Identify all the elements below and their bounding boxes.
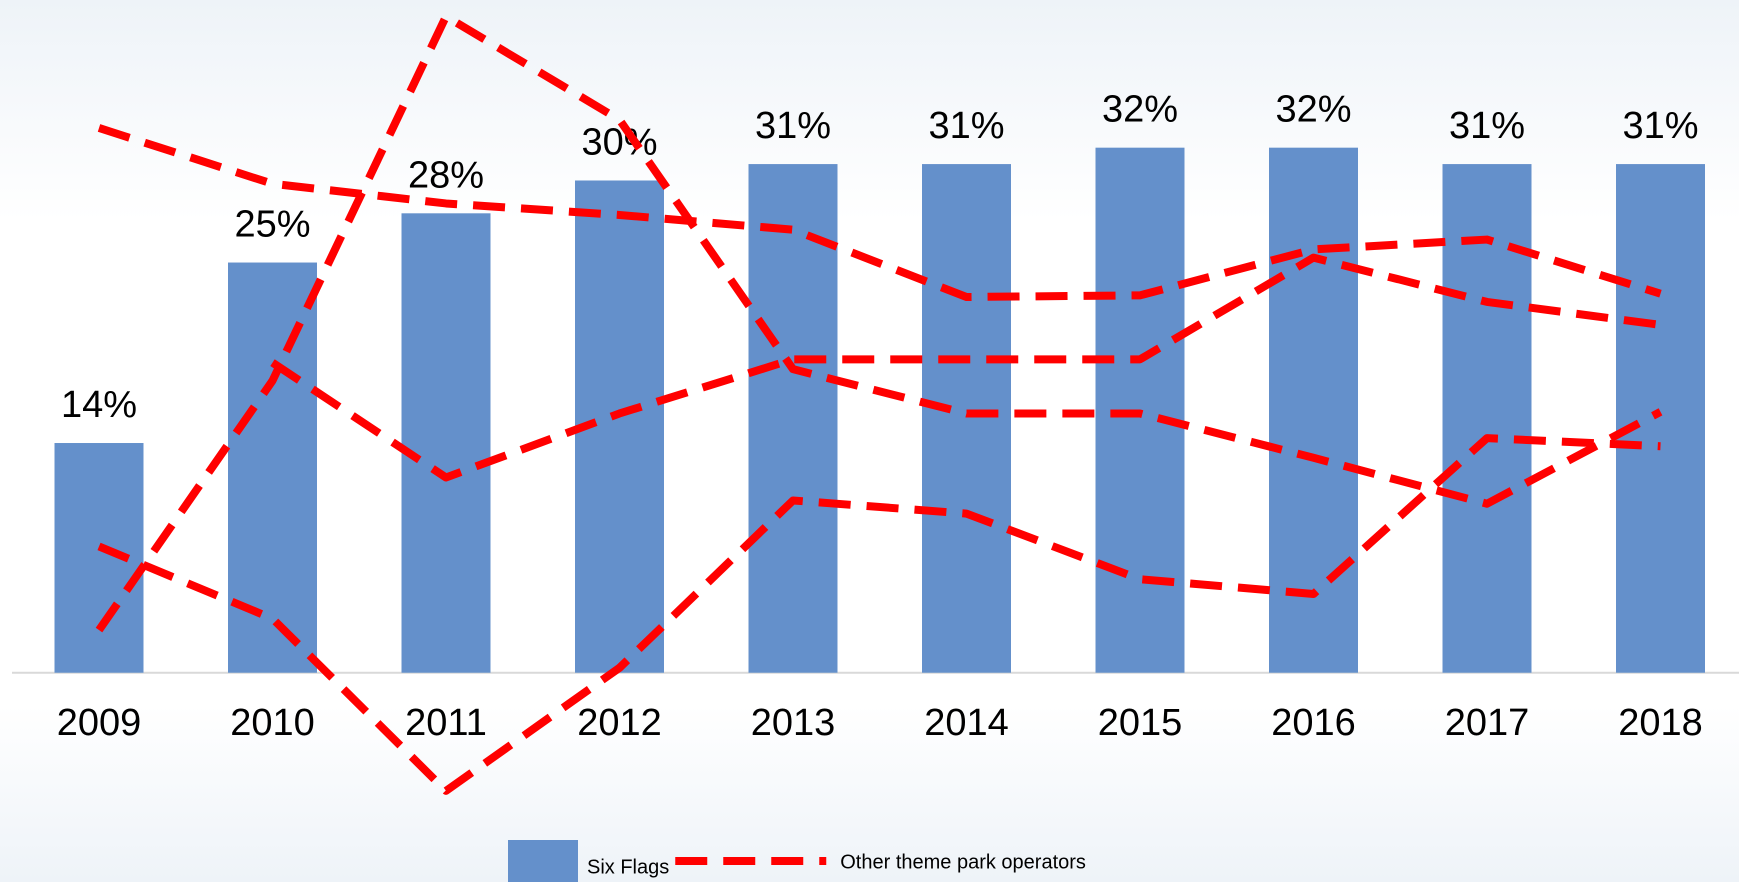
value-label: 31% xyxy=(755,105,831,147)
x-tick-label: 2017 xyxy=(1445,702,1530,744)
value-label: 31% xyxy=(928,105,1004,147)
x-tick-label: 2016 xyxy=(1271,702,1356,744)
bar xyxy=(1616,164,1705,673)
value-label: 14% xyxy=(61,384,137,426)
value-label: 28% xyxy=(408,154,484,196)
bar xyxy=(1269,147,1358,673)
legend-label: Six Flags xyxy=(587,856,669,878)
legend-swatch xyxy=(508,840,578,882)
bar xyxy=(922,164,1011,673)
x-tick-label: 2014 xyxy=(924,702,1009,744)
value-label: 30% xyxy=(581,122,657,164)
x-tick-label: 2012 xyxy=(577,702,662,744)
value-label: 32% xyxy=(1275,89,1351,131)
x-tick-label: 2015 xyxy=(1098,702,1183,744)
value-label: 31% xyxy=(1449,105,1525,147)
x-tick-label: 2013 xyxy=(751,702,836,744)
x-tick-label: 2009 xyxy=(57,702,142,744)
value-label: 25% xyxy=(234,204,310,246)
line xyxy=(95,12,1663,633)
line xyxy=(97,124,1662,301)
bar xyxy=(54,443,144,673)
value-label: 32% xyxy=(1102,89,1178,131)
x-tick-label: 2011 xyxy=(405,702,487,744)
bar xyxy=(401,213,491,673)
x-tick-label: 2010 xyxy=(230,702,315,744)
value-label: 31% xyxy=(1622,105,1698,147)
line xyxy=(270,253,1662,482)
bar xyxy=(748,164,838,673)
legend: Six Flags Other theme park operators xyxy=(508,840,1086,882)
line xyxy=(97,434,1661,795)
legend-label: Other theme park operators xyxy=(840,851,1086,873)
bar xyxy=(228,262,317,673)
x-tick-label: 2018 xyxy=(1618,702,1703,744)
